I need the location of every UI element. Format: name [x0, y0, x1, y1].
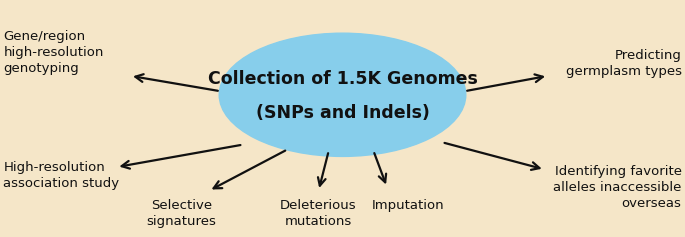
Text: Imputation: Imputation: [371, 199, 444, 211]
Text: Selective
signatures: Selective signatures: [147, 199, 216, 228]
Text: Gene/region
high-resolution
genotyping: Gene/region high-resolution genotyping: [3, 30, 104, 75]
Ellipse shape: [219, 33, 466, 156]
Text: Predicting
germplasm types: Predicting germplasm types: [566, 50, 682, 78]
Text: High-resolution
association study: High-resolution association study: [3, 161, 120, 190]
Text: Deleterious
mutations: Deleterious mutations: [280, 199, 357, 228]
Text: Identifying favorite
alleles inaccessible
overseas: Identifying favorite alleles inaccessibl…: [553, 165, 682, 210]
Text: Collection of 1.5K Genomes: Collection of 1.5K Genomes: [208, 70, 477, 88]
Text: (SNPs and Indels): (SNPs and Indels): [256, 104, 429, 122]
